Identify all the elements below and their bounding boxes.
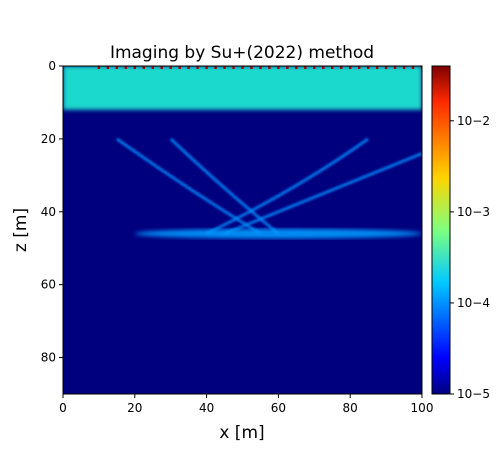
colorbar-tick-label: 10−5: [457, 387, 490, 401]
source-point: [286, 66, 289, 69]
source-point: [223, 66, 226, 69]
y-tick-label: 60: [41, 278, 56, 292]
migration-arc-3: [223, 152, 422, 236]
source-point: [115, 66, 119, 69]
source-point: [259, 66, 262, 69]
source-point: [160, 66, 163, 69]
source-point: [241, 66, 244, 69]
source-point: [142, 66, 145, 69]
source-point: [268, 66, 271, 69]
source-point: [322, 66, 325, 69]
source-point: [151, 66, 154, 69]
colorbar: [431, 65, 451, 395]
source-point: [232, 66, 235, 69]
x-tick-label: 100: [411, 401, 434, 415]
source-point: [411, 66, 415, 69]
x-axis: 0 20 40 60 80 100: [59, 394, 433, 415]
source-point: [375, 66, 379, 69]
source-point: [277, 66, 280, 69]
heatmap-image: [63, 66, 422, 394]
migration-arc-2: [169, 137, 280, 235]
migration-arc-1: [115, 137, 262, 235]
source-point: [313, 66, 316, 69]
x-axis-label: x [m]: [219, 423, 264, 443]
source-point: [187, 66, 190, 69]
colorbar-axis: 10−5 10−4 10−3 10−2: [450, 114, 490, 401]
source-point: [205, 66, 208, 69]
x-tick-label: 60: [271, 401, 286, 415]
source-point: [402, 66, 406, 69]
migration-arc-4: [205, 137, 370, 235]
chart-title: Imaging by Su+(2022) method: [110, 43, 374, 63]
y-tick-label: 20: [41, 132, 56, 146]
x-tick-label: 20: [127, 401, 142, 415]
source-point: [393, 66, 397, 69]
source-point: [214, 66, 217, 69]
y-tick-label: 40: [41, 205, 56, 219]
plot-frame: [62, 65, 423, 395]
source-point: [340, 66, 343, 69]
x-tick-label: 80: [343, 401, 358, 415]
source-point: [250, 66, 253, 69]
colorbar-tick-label: 10−3: [457, 205, 490, 219]
x-tick-label: 40: [199, 401, 214, 415]
source-point: [331, 66, 334, 69]
x-tick-label: 0: [59, 401, 67, 415]
source-point: [106, 66, 110, 69]
source-point: [97, 66, 101, 69]
source-point: [295, 66, 298, 69]
y-axis: 0 20 40 60 80: [41, 59, 63, 365]
y-axis-label: z [m]: [11, 208, 31, 252]
source-point: [124, 66, 128, 69]
y-tick-label: 0: [48, 59, 56, 73]
reflector-band: [134, 228, 422, 239]
colorbar-tick-label: 10−2: [457, 114, 490, 128]
source-point: [366, 66, 370, 69]
y-tick-label: 80: [41, 351, 56, 365]
source-point: [133, 66, 136, 69]
source-point: [420, 66, 422, 69]
source-point: [169, 66, 172, 69]
source-point: [196, 66, 199, 69]
colorbar-tick-label: 10−4: [457, 296, 490, 310]
source-point: [384, 66, 388, 69]
near-surface-band: [63, 66, 422, 110]
source-point: [349, 66, 352, 69]
source-point: [178, 66, 181, 69]
source-point: [357, 66, 361, 69]
source-point: [304, 66, 307, 69]
